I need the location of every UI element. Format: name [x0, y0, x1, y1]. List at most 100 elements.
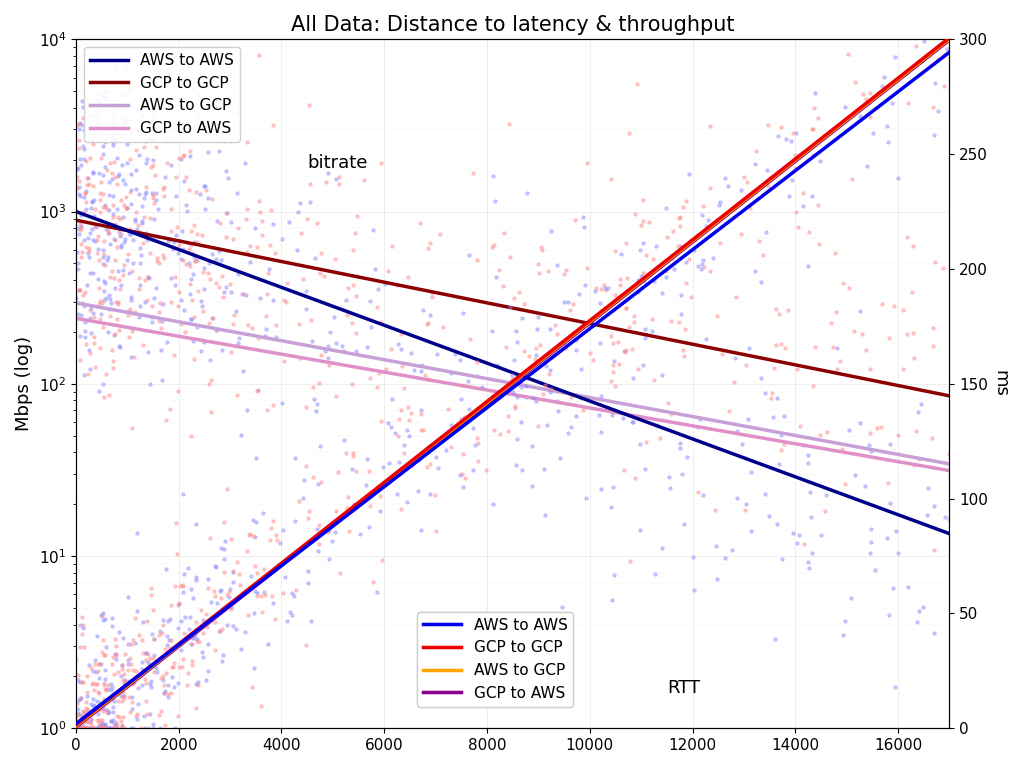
- Point: [130, 697, 146, 710]
- Point: [725, 376, 741, 389]
- Point: [120, 248, 136, 260]
- Point: [773, 337, 790, 349]
- Point: [302, 197, 318, 209]
- AWS to AWS: [70, 719, 82, 728]
- Point: [312, 266, 329, 279]
- Point: [138, 708, 155, 720]
- Point: [305, 471, 322, 483]
- Point: [167, 579, 183, 591]
- Point: [74, 611, 90, 623]
- Point: [117, 647, 133, 660]
- Point: [151, 306, 167, 319]
- Point: [69, 246, 85, 258]
- Point: [635, 266, 651, 279]
- Point: [427, 489, 443, 502]
- Point: [208, 253, 224, 266]
- Point: [138, 695, 155, 707]
- Point: [139, 153, 156, 165]
- Point: [70, 263, 86, 275]
- Point: [142, 581, 159, 594]
- Point: [142, 651, 159, 664]
- Point: [100, 722, 117, 734]
- AWS to GCP: [785, 158, 798, 167]
- Point: [534, 241, 550, 253]
- Point: [347, 502, 364, 514]
- Point: [83, 327, 99, 339]
- Point: [249, 567, 265, 579]
- Point: [84, 677, 100, 690]
- Point: [254, 229, 270, 241]
- Point: [89, 247, 105, 260]
- Point: [92, 176, 109, 188]
- Point: [881, 333, 897, 345]
- GCP to AWS: [923, 462, 935, 472]
- Point: [83, 722, 99, 734]
- Point: [123, 167, 139, 180]
- Point: [148, 230, 165, 243]
- Point: [78, 707, 94, 720]
- Point: [827, 306, 844, 318]
- Point: [926, 129, 942, 141]
- AWS to GCP: [70, 298, 82, 307]
- Point: [748, 145, 764, 157]
- Point: [173, 293, 189, 306]
- Point: [147, 194, 164, 206]
- Point: [223, 603, 240, 615]
- Point: [298, 303, 314, 316]
- Point: [102, 678, 119, 690]
- Point: [800, 457, 816, 469]
- Point: [116, 692, 132, 704]
- Point: [92, 722, 109, 734]
- Point: [263, 590, 280, 602]
- Point: [120, 638, 136, 650]
- Point: [146, 213, 163, 225]
- GCP to AWS: [489, 392, 502, 401]
- Point: [124, 306, 140, 319]
- Point: [420, 242, 436, 254]
- Point: [104, 199, 121, 211]
- Point: [228, 389, 245, 401]
- Point: [85, 706, 101, 718]
- Point: [164, 661, 180, 674]
- Point: [181, 58, 198, 71]
- Point: [211, 245, 227, 257]
- Point: [155, 183, 171, 195]
- Point: [577, 279, 593, 291]
- Point: [528, 349, 545, 362]
- Point: [94, 646, 111, 658]
- Point: [72, 117, 88, 129]
- Point: [936, 80, 952, 92]
- Point: [194, 228, 210, 240]
- Point: [607, 289, 624, 301]
- Point: [290, 207, 306, 219]
- Point: [315, 270, 332, 282]
- Point: [87, 658, 103, 670]
- Point: [186, 632, 203, 644]
- Point: [78, 338, 94, 350]
- Point: [336, 345, 352, 357]
- Point: [417, 369, 433, 381]
- AWS to GCP: [543, 386, 555, 395]
- Point: [106, 329, 123, 341]
- Point: [194, 296, 210, 308]
- Point: [101, 389, 118, 402]
- Point: [780, 190, 797, 202]
- Point: [245, 530, 261, 542]
- Point: [289, 547, 305, 559]
- Point: [73, 30, 89, 42]
- Point: [746, 265, 763, 277]
- GCP to GCP: [543, 310, 555, 319]
- Point: [111, 98, 127, 111]
- Point: [138, 181, 155, 194]
- Point: [172, 234, 188, 247]
- Point: [213, 584, 229, 597]
- Point: [604, 409, 621, 421]
- Point: [630, 362, 646, 375]
- Point: [207, 590, 223, 602]
- Point: [202, 531, 218, 544]
- Point: [336, 434, 352, 446]
- Point: [267, 247, 284, 259]
- Point: [355, 174, 372, 186]
- Point: [89, 234, 105, 247]
- Point: [79, 178, 95, 190]
